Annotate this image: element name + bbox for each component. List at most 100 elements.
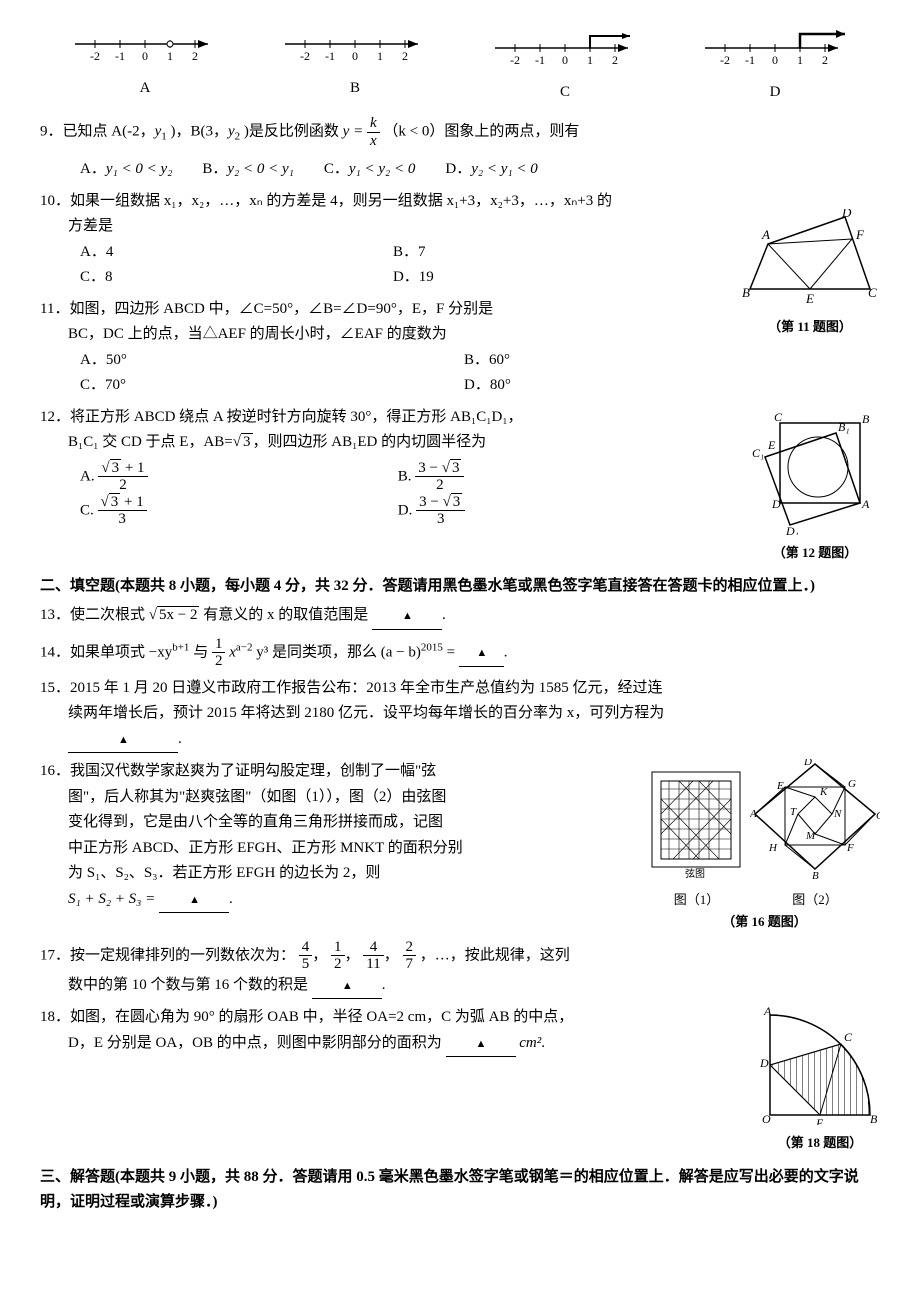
q9-a-pre: A． — [80, 161, 106, 177]
q17-f1n: 4 — [299, 939, 313, 957]
q16-b: 图"，后人称其为"赵爽弦图"（如图（1）），图（2）由弦图 — [68, 785, 649, 811]
option-label-d: D — [700, 80, 850, 106]
q12d-den: 3 — [416, 511, 465, 528]
blank-13 — [372, 603, 442, 630]
svg-text:A: A — [761, 227, 770, 242]
q9-cond: （k < 0）图象上的两点，则有 — [383, 123, 579, 139]
svg-text:C: C — [876, 810, 880, 822]
q9-den: x — [367, 133, 380, 150]
q13-b: 有意义的 x 的取值范围是 — [203, 607, 368, 623]
svg-text:D: D — [771, 497, 781, 511]
svg-text:G: G — [848, 778, 856, 790]
svg-text:-2: -2 — [720, 53, 730, 67]
q17-c: 数中的第 10 个数与第 16 个数的积是 — [68, 977, 308, 993]
svg-text:弦图: 弦图 — [685, 867, 705, 879]
svg-text:1: 1 — [167, 49, 173, 63]
q9-opt-d: D．y₂ < y₁ < 0 — [445, 157, 537, 183]
q12a-pre: A. — [80, 468, 95, 484]
number-line-options: -2-1012 A -2-1012 B -2-1012 C - — [40, 30, 880, 105]
q10-opt-a: A．4 — [80, 240, 393, 266]
svg-text:E: E — [815, 1116, 824, 1125]
q13-rad: 5x − 2 — [157, 606, 199, 623]
svg-text:-1: -1 — [745, 53, 755, 67]
q14-e1: b+1 — [172, 641, 189, 653]
q17-f4n: 2 — [403, 939, 417, 957]
q12-opt-d: D. 3 − √33 — [398, 494, 716, 528]
q12d-pre: D. — [398, 502, 413, 518]
q9-stem-c: )是反比例函数 — [244, 123, 343, 139]
svg-text:A: A — [861, 497, 870, 511]
svg-text:C: C — [844, 1030, 853, 1044]
q9-opt-a: A．y₁ < 0 < y₂ — [80, 157, 172, 183]
number-line-b: -2-1012 B — [280, 30, 430, 105]
q14-e3: 2015 — [421, 641, 443, 653]
q13-a: 13．使二次根式 — [40, 607, 145, 623]
question-12: A B C D B₁ C₁ D₁ E （第 12 题图） 12．将正方形 ABC… — [40, 405, 880, 564]
q9-stem-a: 9．已知点 A(-2， — [40, 123, 155, 139]
option-label-a: A — [70, 76, 220, 102]
svg-text:-2: -2 — [300, 49, 310, 63]
q16-f: S₁ + S₂ + S₃ = — [68, 891, 155, 907]
svg-text:B: B — [870, 1112, 878, 1125]
question-10: A B C D E F （第 11 题图） 10．如果一组数据 x₁，x₂，…，… — [40, 189, 880, 291]
q12c-tail: + 1 — [120, 494, 143, 510]
q12-opt-a: A. √3 + 12 — [80, 460, 398, 494]
q12d-sqrt: 3 — [451, 493, 463, 510]
figure-q18: O A B C D E （第 18 题图） — [760, 1005, 880, 1154]
number-line-d: -2-1012 D — [700, 30, 850, 105]
figure-q12: A B C D B₁ C₁ D₁ E （第 12 题图） — [750, 405, 880, 564]
q14-d: y³ 是同类项，那么 (a − b) — [256, 644, 421, 660]
svg-text:F: F — [846, 842, 854, 854]
q17-f1d: 5 — [299, 956, 313, 973]
q9-d-tex: y₂ < y₁ < 0 — [471, 161, 538, 177]
q17-f3d: 11 — [363, 956, 383, 973]
number-line-a: -2-1012 A — [70, 30, 220, 105]
q10-opt-c: C．8 — [80, 265, 393, 291]
svg-text:C₁: C₁ — [752, 446, 764, 460]
svg-text:H: H — [768, 842, 778, 854]
figure-q16: 弦图 图（1） AB CD EF GH — [649, 759, 880, 933]
svg-text:2: 2 — [822, 53, 828, 67]
q15-l2: 续两年增长后，预计 2015 年将达到 2180 亿元．设平均每年增长的百分率为… — [68, 701, 880, 727]
option-label-b: B — [280, 76, 430, 102]
q9-b-tex: y₂ < 0 < y₁ — [227, 161, 294, 177]
svg-text:D₁: D₁ — [785, 524, 799, 535]
q14-hd: 2 — [212, 653, 226, 670]
q9-a-tex: y₁ < 0 < y₂ — [106, 161, 173, 177]
q12a-den: 2 — [98, 477, 147, 494]
number-line-b-svg: -2-1012 — [280, 30, 430, 66]
q14-b: 与 — [193, 644, 212, 660]
q12d-head: 3 − — [419, 494, 442, 510]
svg-text:B: B — [862, 412, 870, 426]
q11-opt-b: B．60° — [464, 348, 848, 374]
section-3-heading: 三、解答题(本题共 9 小题，共 88 分．答题请用 0.5 毫米黑色墨水签字笔… — [40, 1165, 880, 1216]
q9-opt-b: B．y₂ < 0 < y₁ — [202, 157, 294, 183]
q9-d-pre: D． — [445, 161, 471, 177]
question-18: O A B C D E （第 18 题图） 18．如图，在圆心角为 90° 的扇… — [40, 1005, 880, 1154]
fig16-2-svg: AB CD EF GH KM NT — [750, 759, 880, 879]
number-line-c: -2-1012 C — [490, 30, 640, 105]
svg-text:1: 1 — [587, 53, 593, 67]
q15-tail: . — [178, 731, 182, 747]
svg-text:F: F — [855, 227, 865, 242]
q18-tail: . — [541, 1035, 545, 1051]
q9-c-pre: C． — [324, 161, 349, 177]
q16-c: 变化得到，它是由八个全等的直角三角形拼接而成，记图 — [68, 810, 649, 836]
question-13: 13．使二次根式 √5x − 2 有意义的 x 的取值范围是 . — [40, 603, 880, 630]
svg-text:E: E — [776, 780, 784, 792]
q12b-sqrt: 3 — [450, 459, 462, 476]
svg-text:T: T — [790, 806, 797, 818]
blank-16 — [159, 887, 229, 914]
svg-text:-1: -1 — [115, 49, 125, 63]
q9-eq: y = — [343, 123, 364, 139]
q11-line1: 11．如图，四边形 ABCD 中，∠C=50°，∠B=∠D=90°，E，F 分别… — [40, 297, 880, 323]
q9-opt-c: C．y₁ < y₂ < 0 — [324, 157, 416, 183]
q16-tail: . — [229, 891, 233, 907]
q11-opt-a: A．50° — [80, 348, 464, 374]
q17-f2n: 1 — [331, 939, 345, 957]
svg-text:2: 2 — [402, 49, 408, 63]
svg-text:D: D — [841, 209, 852, 220]
question-11: 11．如图，四边形 ABCD 中，∠C=50°，∠B=∠D=90°，E，F 分别… — [40, 297, 880, 399]
question-14: 14．如果单项式 −xyb+1 与 12 xa−2 y³ 是同类项，那么 (a … — [40, 636, 880, 670]
q11-opt-d: D．80° — [464, 373, 848, 399]
